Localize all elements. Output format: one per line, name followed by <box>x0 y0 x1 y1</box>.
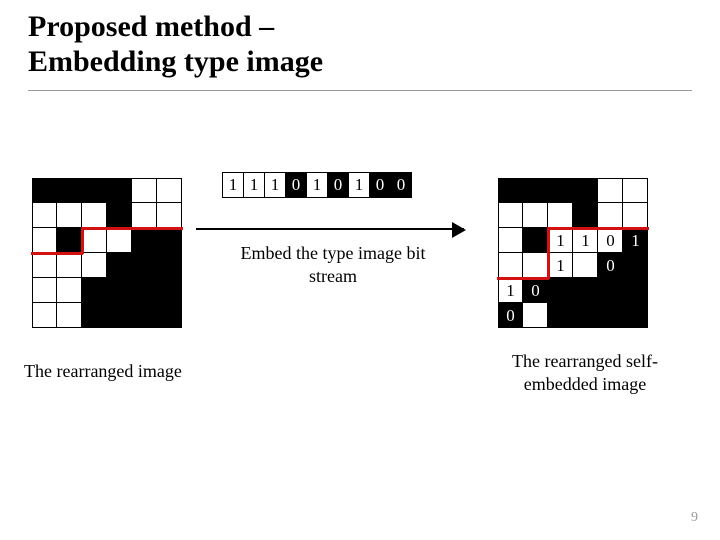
left-grid <box>32 178 182 328</box>
grid-cell <box>132 278 157 303</box>
bitstream-bit: 0 <box>369 172 391 198</box>
grid-cell <box>82 303 107 328</box>
title-rule <box>28 90 692 91</box>
grid-cell <box>32 278 57 303</box>
grid-cell <box>548 278 573 303</box>
title-line-1: Proposed method – <box>28 10 274 43</box>
grid-cell <box>132 178 157 203</box>
right-grid-overlay-digit: 1 <box>548 228 573 253</box>
grid-cell <box>107 203 132 228</box>
grid-cell <box>548 203 573 228</box>
left-caption: The rearranged image <box>24 360 182 383</box>
grid-cell <box>498 228 523 253</box>
grid-cell <box>523 253 548 278</box>
grid-cell <box>623 253 648 278</box>
right-caption-l1: The rearranged self- <box>512 351 658 371</box>
grid-cell <box>157 178 182 203</box>
grid-cell <box>598 178 623 203</box>
title-line-2: Embedding type image <box>28 45 323 78</box>
grid-cell <box>598 278 623 303</box>
grid-cell <box>32 253 57 278</box>
bitstream-row: 111010100 <box>222 172 412 198</box>
grid-cell <box>132 303 157 328</box>
grid-cell <box>498 203 523 228</box>
grid-cell <box>598 203 623 228</box>
arrow-caption-l2: stream <box>309 266 357 286</box>
grid-cell <box>57 278 82 303</box>
right-grid-overlay-digit: 1 <box>548 253 573 278</box>
right-grid-overlay-digit: 1 <box>623 228 648 253</box>
grid-cell <box>573 278 598 303</box>
grid-cell <box>157 253 182 278</box>
right-grid-overlay-digit: 1 <box>573 228 598 253</box>
grid-cell <box>623 303 648 328</box>
grid-cell <box>132 203 157 228</box>
bitstream-bit: 0 <box>285 172 307 198</box>
grid-cell <box>157 303 182 328</box>
grid-cell <box>82 278 107 303</box>
grid-cell <box>523 203 548 228</box>
arrow-caption: Embed the type image bit stream <box>218 242 448 287</box>
grid-cell <box>107 303 132 328</box>
grid-cell <box>573 178 598 203</box>
grid-cell <box>548 178 573 203</box>
grid-cell <box>623 278 648 303</box>
grid-cell <box>57 178 82 203</box>
grid-cell <box>132 253 157 278</box>
grid-cell <box>32 303 57 328</box>
bitstream-bit: 1 <box>306 172 328 198</box>
diagram-area: 111010100 Embed the type image bit strea… <box>0 150 720 410</box>
grid-cell <box>623 178 648 203</box>
right-grid-overlay-digit: 0 <box>498 303 523 328</box>
grid-cell <box>57 253 82 278</box>
grid-cell <box>82 253 107 278</box>
grid-cell <box>32 178 57 203</box>
grid-cell <box>107 228 132 253</box>
right-caption-l2: embedded image <box>524 374 646 394</box>
grid-cell <box>157 228 182 253</box>
bitstream-bit: 1 <box>264 172 286 198</box>
right-grid-overlay-digit: 0 <box>598 253 623 278</box>
grid-cell <box>523 303 548 328</box>
grid-cell <box>598 303 623 328</box>
grid-cell <box>523 178 548 203</box>
slide-title: Proposed method – Embedding type image <box>28 10 323 79</box>
right-grid-overlay-digit: 0 <box>598 228 623 253</box>
bitstream-bit: 0 <box>390 172 412 198</box>
right-caption: The rearranged self- embedded image <box>490 350 680 395</box>
arrow-caption-l1: Embed the type image bit <box>241 243 426 263</box>
grid-cell <box>82 178 107 203</box>
left-caption-text: The rearranged image <box>24 361 182 381</box>
page-number: 9 <box>691 510 698 526</box>
grid-cell <box>32 228 57 253</box>
bitstream-bit: 0 <box>327 172 349 198</box>
bitstream-bit: 1 <box>243 172 265 198</box>
grid-cell <box>548 303 573 328</box>
embed-arrow <box>196 228 464 230</box>
grid-cell <box>623 203 648 228</box>
bitstream-bit: 1 <box>222 172 244 198</box>
grid-cell <box>498 253 523 278</box>
grid-cell <box>82 228 107 253</box>
grid-cell <box>57 303 82 328</box>
right-grid-overlay-digit: 1 <box>498 278 523 303</box>
grid-cell <box>573 253 598 278</box>
grid-cell <box>573 203 598 228</box>
grid-cell <box>82 203 107 228</box>
bitstream-bit: 1 <box>348 172 370 198</box>
grid-cell <box>498 178 523 203</box>
right-grid-overlay-digit: 0 <box>523 278 548 303</box>
grid-cell <box>157 278 182 303</box>
grid-cell <box>57 228 82 253</box>
grid-cell <box>107 278 132 303</box>
grid-cell <box>132 228 157 253</box>
grid-cell <box>523 228 548 253</box>
grid-cell <box>57 203 82 228</box>
grid-cell <box>107 178 132 203</box>
grid-cell <box>32 203 57 228</box>
grid-cell <box>157 203 182 228</box>
grid-cell <box>573 303 598 328</box>
grid-cell <box>107 253 132 278</box>
